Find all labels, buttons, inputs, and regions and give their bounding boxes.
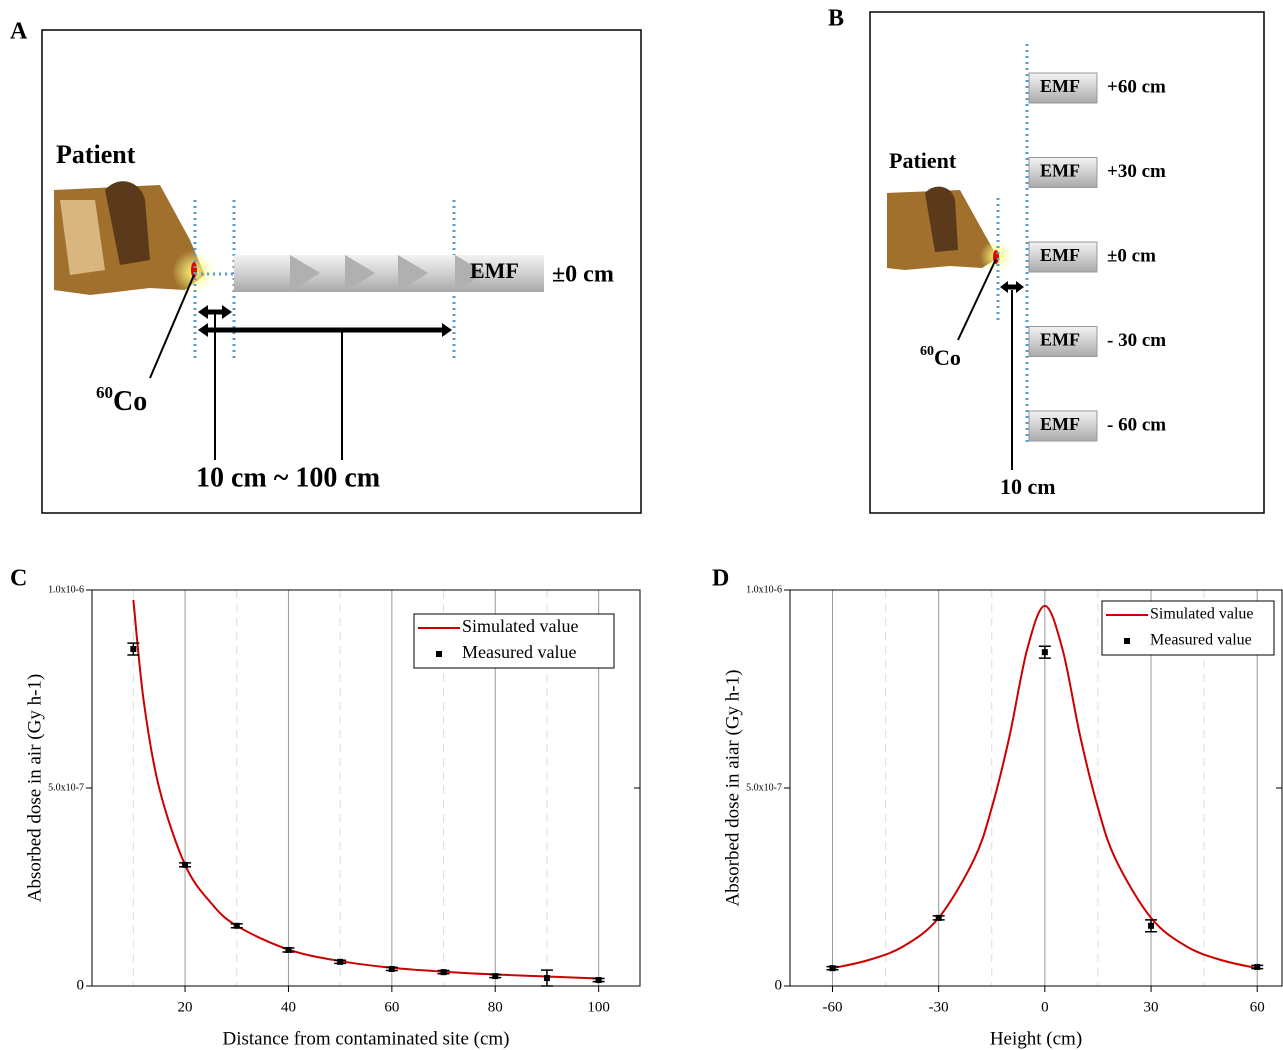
- data-point: [595, 977, 602, 984]
- detector-segments: [290, 255, 485, 292]
- mass-number: 60: [920, 344, 934, 359]
- x-tick-label: 40: [281, 999, 296, 1015]
- panel-a: A Patient EMF ±0 cm 60Co 10 cm ~ 100 cm: [10, 19, 642, 514]
- isotope-label: 60Co: [96, 383, 147, 418]
- legend-label: Measured value: [462, 642, 576, 662]
- height-label: +60 cm: [1107, 76, 1166, 97]
- detector-label: EMF: [470, 258, 519, 283]
- detector-box: [1028, 410, 1098, 442]
- data-point: [130, 646, 137, 653]
- detector-label: EMF: [1040, 330, 1080, 350]
- data-point: [440, 969, 447, 976]
- data-point: [543, 975, 550, 982]
- legend-swatch: [1124, 638, 1130, 644]
- arrow-heads: [1000, 281, 1024, 293]
- y-tick-label: 5.0x10-7: [746, 782, 782, 793]
- element: Co: [113, 386, 147, 417]
- y-tick-label: 0: [775, 977, 783, 993]
- data-point: [285, 946, 292, 953]
- data-point: [182, 861, 189, 868]
- data-point: [337, 958, 344, 965]
- detector-box: [1028, 326, 1098, 357]
- plot-frame: [789, 589, 1283, 987]
- leader: [957, 258, 997, 341]
- panel-label: C: [10, 566, 27, 592]
- legend-label: Simulated value: [462, 616, 578, 636]
- y-tick-label: 5.0x10-7: [48, 782, 84, 793]
- y-axis-title: Absorbed dose in aiar (Gy h-1): [722, 670, 743, 907]
- detector-label: EMF: [1040, 414, 1080, 434]
- x-tick-label: 0: [1041, 999, 1049, 1015]
- detector-box: [1028, 72, 1098, 104]
- distance-label: 10 cm ~ 100 cm: [196, 462, 380, 493]
- panel-label: A: [10, 19, 28, 45]
- isotope-label: 60Co: [920, 344, 961, 370]
- height-label: - 30 cm: [1107, 330, 1166, 351]
- panel-label: B: [828, 6, 844, 32]
- y-tick-label: 0: [77, 977, 85, 993]
- plot-frame: [91, 589, 641, 987]
- panel-label: D: [712, 566, 729, 592]
- patient-foot: [105, 181, 150, 265]
- legend-label: Simulated value: [1150, 606, 1254, 623]
- x-tick-label: 20: [178, 999, 193, 1015]
- x-tick-label: -60: [822, 999, 842, 1015]
- height-label: ±0 cm: [1107, 245, 1156, 266]
- height-label: - 60 cm: [1107, 414, 1166, 435]
- legend-swatch: [436, 651, 442, 657]
- detector-label: EMF: [1040, 76, 1080, 96]
- x-axis-title: Distance from contaminated site (cm): [222, 1028, 509, 1049]
- distance-label: 10 cm: [1000, 474, 1056, 499]
- panel-frame: [41, 29, 642, 514]
- leader: [149, 274, 195, 379]
- detector-box: [1028, 157, 1098, 188]
- x-tick-label: 60: [1250, 999, 1265, 1015]
- detector-box: [1028, 241, 1098, 273]
- y-tick-label: 1.0x10-6: [48, 584, 84, 595]
- data-point: [1254, 963, 1261, 970]
- x-tick-label: 60: [384, 999, 399, 1015]
- detector-track: [234, 255, 544, 292]
- x-tick-label: 30: [1144, 999, 1159, 1015]
- y-tick-label: 1.0x10-6: [746, 584, 782, 595]
- height-label: +30 cm: [1107, 161, 1166, 182]
- data-point: [829, 965, 836, 972]
- patient-foot: [925, 186, 958, 252]
- data-point: [1148, 922, 1155, 929]
- panel-b: B Patient 60Co 10 cm EMF +60 cm EMF +30 cm E…: [828, 6, 1265, 514]
- x-tick-label: 100: [587, 999, 610, 1015]
- patient-label: Patient: [889, 148, 957, 173]
- arrow-heads: [198, 305, 452, 337]
- height-label: ±0 cm: [552, 262, 614, 288]
- x-tick-label: -30: [929, 999, 949, 1015]
- data-point: [388, 965, 395, 972]
- legend-label: Measured value: [1150, 632, 1252, 649]
- legend-box: [413, 613, 615, 669]
- data-point: [935, 914, 942, 921]
- data-point: [233, 922, 240, 929]
- data-point: [1041, 649, 1048, 656]
- legend-box: [1101, 600, 1275, 656]
- patient-label: Patient: [56, 140, 136, 169]
- panel-frame: [869, 11, 1265, 514]
- patient-leg: [60, 200, 105, 275]
- element: Co: [934, 345, 961, 370]
- x-axis-title: Height (cm): [990, 1028, 1082, 1049]
- mass-number: 60: [96, 383, 113, 402]
- sim-line: [832, 604, 1258, 970]
- detector-label: EMF: [1040, 245, 1080, 265]
- detector-label: EMF: [1040, 161, 1080, 181]
- data-point: [492, 973, 499, 980]
- x-tick-label: 80: [488, 999, 503, 1015]
- y-axis-title: Absorbed dose in air (Gy h-1): [24, 674, 45, 902]
